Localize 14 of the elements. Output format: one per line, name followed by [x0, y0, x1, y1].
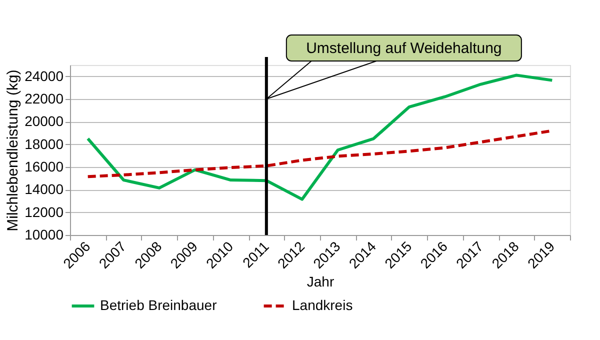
- y-tick-label: 22000: [24, 90, 64, 106]
- y-tick-label: 20000: [24, 113, 64, 130]
- y-tick-label: 24000: [24, 68, 64, 84]
- y-tick-label: 10000: [24, 226, 64, 242]
- y-tick-label: 18000: [24, 136, 64, 152]
- x-axis-title: Jahr: [306, 273, 334, 290]
- y-tick-label: 14000: [24, 181, 64, 198]
- y-axis-title: Milchlebendleistung (kg): [4, 70, 22, 232]
- legend-label: Landkreis: [292, 297, 353, 313]
- y-tick-label: 12000: [24, 204, 64, 220]
- line-series: [86, 74, 554, 201]
- ref-line-label: Umstellung auf Weidehaltung: [306, 40, 502, 57]
- y-tick-label: 16000: [24, 158, 64, 174]
- legend-label: Betrieb Breinbauer: [100, 297, 218, 313]
